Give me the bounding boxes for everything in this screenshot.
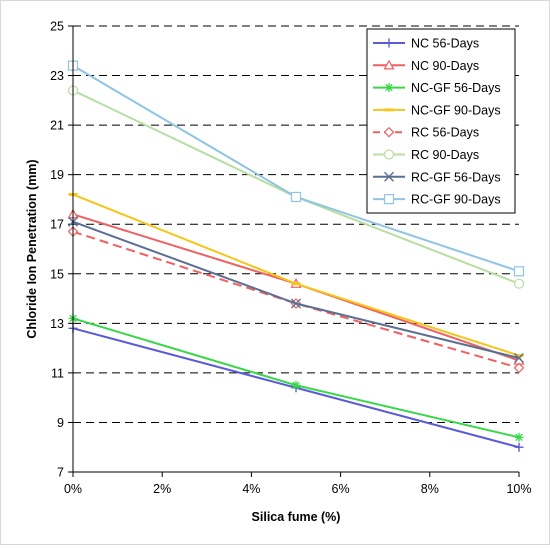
- y-tick-label: 25: [50, 20, 64, 34]
- legend-label: NC-GF 56-Days: [411, 81, 501, 95]
- y-tick-label: 11: [51, 366, 64, 380]
- x-tick-label: 10%: [506, 482, 531, 496]
- series-line-4: [72, 230, 520, 369]
- legend-item-1: NC 90-Days: [373, 59, 479, 73]
- y-tick-label: 21: [50, 119, 64, 133]
- y-tick-label: 17: [50, 218, 64, 232]
- data-point: [514, 353, 524, 364]
- data-point: [290, 191, 302, 203]
- data-point: [291, 298, 301, 309]
- y-tick-label: 7: [57, 466, 64, 480]
- x-tick-label: 4%: [242, 482, 260, 496]
- legend-label: RC-GF 90-Days: [411, 193, 501, 207]
- y-tick-label: 15: [50, 267, 64, 281]
- legend-label: RC 90-Days: [411, 148, 479, 162]
- y-tick-label: 9: [57, 416, 64, 430]
- legend-item-4: RC 56-Days: [373, 126, 479, 140]
- legend-box: [366, 28, 516, 214]
- x-tick-label: 2%: [153, 482, 171, 496]
- y-tick-labels: 7 9 11 13 15 17 19 21 23 25: [50, 20, 64, 480]
- data-point: [513, 362, 525, 374]
- x-axis-title: Silica fume (%): [252, 510, 341, 524]
- data-point: [291, 380, 301, 390]
- legend-item-3: NC-GF 90-Days: [373, 103, 501, 117]
- legend: NC 56-Days NC 90-Days NC-GF 56-Days NC-GF 9…: [366, 28, 516, 214]
- legend-item-5: RC 90-Days: [373, 148, 479, 162]
- legend-item-0: NC 56-Days: [373, 37, 479, 51]
- legend-marker: [383, 59, 395, 70]
- legend-label: RC 56-Days: [411, 126, 479, 140]
- x-tick-label: 0%: [64, 482, 82, 496]
- legend-marker: [384, 83, 394, 93]
- y-tick-label: 19: [50, 168, 64, 182]
- series-layer: [67, 60, 525, 452]
- y-tick-label: 23: [50, 69, 64, 83]
- legend-label: NC 56-Days: [411, 37, 479, 51]
- legend-item-6: RC-GF 56-Days: [373, 170, 501, 184]
- legend-label: NC 90-Days: [411, 59, 479, 73]
- y-tick-label: 13: [50, 317, 64, 331]
- legend-marker: [384, 38, 394, 48]
- x-tick-label: 6%: [332, 482, 350, 496]
- x-tick-labels: 0% 2% 4% 6% 8% 10%: [64, 482, 532, 496]
- legend-item-7: RC-GF 90-Days: [373, 193, 501, 207]
- legend-label: NC-GF 90-Days: [411, 103, 501, 117]
- data-point: [514, 432, 524, 442]
- data-point: [513, 266, 525, 277]
- legend-label: RC-GF 56-Days: [411, 170, 501, 184]
- series-6: [68, 216, 524, 364]
- legend-marker: [384, 171, 394, 182]
- legend-marker: [383, 194, 395, 205]
- data-point: [514, 442, 524, 452]
- y-axis-title: Chloride Ion Penetration (mm): [25, 159, 39, 338]
- legend-marker: [383, 149, 395, 160]
- x-tick-label: 8%: [421, 482, 439, 496]
- legend-item-2: NC-GF 56-Days: [373, 81, 501, 95]
- legend-marker: [383, 126, 395, 138]
- data-point: [513, 278, 525, 289]
